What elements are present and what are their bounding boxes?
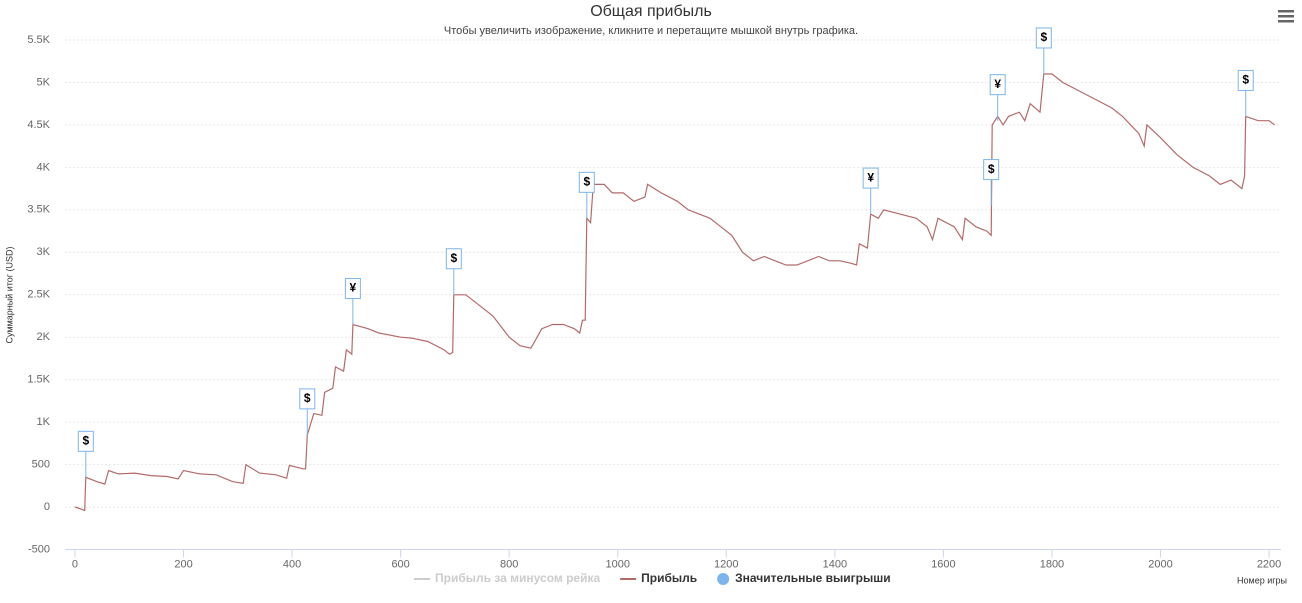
- flag-label: $: [304, 391, 311, 405]
- flag-label: ¥: [867, 170, 874, 184]
- x-tick-label: 1400: [823, 558, 847, 570]
- y-tick-label: 4K: [37, 161, 51, 173]
- legend-item[interactable]: Значительные выигрыши: [717, 571, 891, 585]
- legend-swatch: [717, 573, 730, 585]
- flag-label: $: [1242, 73, 1249, 87]
- legend-label: Прибыль за минусом рейка: [435, 571, 600, 585]
- flag-label: $: [583, 174, 590, 188]
- flag: $: [1035, 27, 1052, 74]
- x-tick-label: 1000: [605, 558, 629, 570]
- x-tick-label: 1200: [714, 558, 738, 570]
- legend-label: Значительные выигрыши: [735, 571, 891, 585]
- flag: $: [445, 248, 462, 295]
- y-tick-label: 1.5K: [27, 374, 50, 386]
- flag-label: $: [82, 433, 89, 447]
- flag: $: [1237, 69, 1254, 117]
- flag-label: $: [988, 162, 995, 176]
- chart-subtitle: Чтобы увеличить изображение, кликните и …: [444, 25, 858, 37]
- flag: $: [983, 159, 1000, 206]
- flag-label: ¥: [350, 281, 357, 295]
- x-tick-label: 400: [283, 558, 301, 570]
- legend-item[interactable]: Прибыль за минусом рейка: [414, 571, 600, 585]
- legend: Прибыль за минусом рейка Прибыль Значитель…: [414, 571, 891, 585]
- flag-box: [862, 167, 879, 189]
- flag-box: [1035, 27, 1052, 49]
- flag-box: [445, 248, 462, 270]
- legend-item[interactable]: Прибыль: [620, 571, 697, 585]
- flag-box: [77, 430, 94, 452]
- x-tick-label: 600: [391, 558, 409, 570]
- y-tick-label: 2K: [37, 331, 51, 343]
- flag-label: $: [450, 251, 457, 265]
- flag-label: $: [1040, 30, 1047, 44]
- flag: $: [578, 171, 595, 219]
- chart-title: Общая прибыль: [590, 3, 712, 20]
- y-tick-label: 2.5K: [27, 289, 50, 301]
- flag-box: [299, 388, 316, 410]
- x-tick-label: 0: [72, 558, 78, 570]
- flag-box: [1237, 69, 1254, 91]
- flag-box: [578, 171, 595, 193]
- legend-label: Прибыль: [641, 571, 697, 585]
- x-tick-label: 2200: [1257, 558, 1281, 570]
- y-axis-title: Суммарный итог (USD): [4, 246, 14, 343]
- x-axis-title: Номер игры: [1237, 575, 1287, 585]
- y-tick-label: 5.5K: [27, 34, 50, 46]
- y-tick-label: 5K: [37, 76, 51, 88]
- y-tick-label: 3.5K: [27, 204, 50, 216]
- flag-box: [983, 159, 1000, 181]
- flag: ¥: [989, 74, 1006, 121]
- x-tick-label: 200: [174, 558, 192, 570]
- y-tick-label: 4.5K: [27, 119, 50, 131]
- x-tick-label: 2000: [1148, 558, 1172, 570]
- flag: $: [299, 388, 316, 435]
- y-tick-label: 3K: [37, 246, 51, 258]
- y-tick-label: 1K: [37, 416, 51, 428]
- flag: ¥: [344, 277, 361, 325]
- y-tick-label: 0: [44, 501, 50, 513]
- profit-line: [74, 73, 1275, 512]
- flag-box: [344, 277, 361, 299]
- x-tick-label: 1600: [931, 558, 955, 570]
- y-tick-label: 500: [32, 458, 50, 470]
- x-tick-label: 1800: [1040, 558, 1064, 570]
- flag: ¥: [862, 167, 879, 215]
- x-tick-label: 800: [500, 558, 518, 570]
- flag: $: [77, 430, 94, 478]
- menu-button[interactable]: [1278, 10, 1294, 23]
- flag-label: ¥: [994, 77, 1001, 91]
- y-tick-label: -500: [28, 543, 50, 555]
- flag-box: [989, 74, 1006, 96]
